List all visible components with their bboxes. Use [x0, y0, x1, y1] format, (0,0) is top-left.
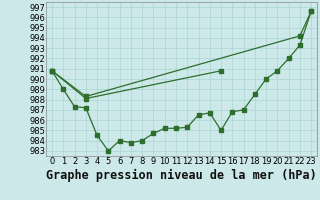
X-axis label: Graphe pression niveau de la mer (hPa): Graphe pression niveau de la mer (hPa): [46, 169, 317, 182]
